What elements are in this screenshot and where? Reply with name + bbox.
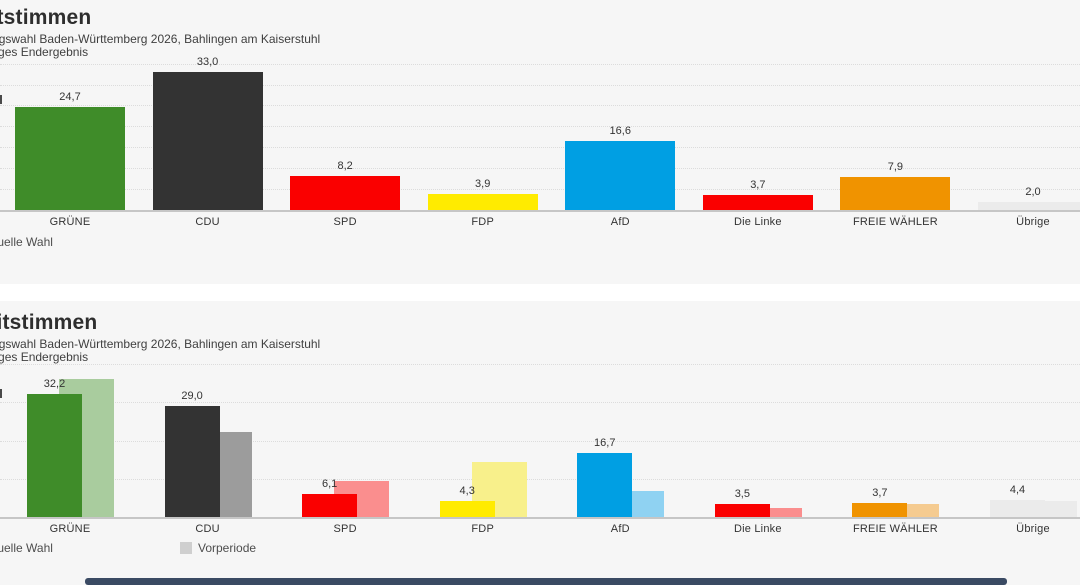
- bar-uebrige-current[interactable]: [989, 500, 1045, 517]
- chart-subtitle-zweitstimmen: Landtagswahl Baden-Württemberg 2026, Bah…: [0, 337, 321, 351]
- category-label-cdu: CDU: [195, 216, 220, 228]
- bar-afd-current[interactable]: [577, 453, 633, 517]
- bar-gruene-current[interactable]: [27, 393, 82, 517]
- chart-note-erststimmen: Vorläufiges Endergebnis: [0, 45, 89, 59]
- category-label-fdp: FDP: [471, 216, 494, 228]
- bar-afd-current[interactable]: [565, 140, 676, 210]
- category-label-gruene: GRÜNE: [49, 216, 91, 228]
- bar-cdu-current[interactable]: [164, 406, 220, 517]
- category-label-freie-waehler: FREIE WÄHLER: [852, 216, 938, 228]
- bar-fdp-current[interactable]: [427, 193, 538, 210]
- value-label-freie-waehler: 3,7: [872, 486, 888, 499]
- bar-freie-waehler-current[interactable]: [852, 502, 908, 517]
- clipped-axis-label: [0, 389, 2, 398]
- legend-swatch-previous-period: [180, 542, 192, 554]
- value-label-afd: 16,7: [594, 437, 616, 450]
- category-label-afd: AfD: [610, 523, 630, 535]
- erststimmen-header: Erststimmen Landtagswahl Baden-Württembe…: [0, 7, 320, 59]
- value-label-die-linke: 3,5: [734, 487, 750, 500]
- legend-label-current-election: Aktuelle Wahl: [0, 235, 53, 249]
- horizontal-scrollbar-thumb[interactable]: [85, 578, 1007, 585]
- value-label-spd: 8,2: [337, 159, 353, 172]
- category-label-uebrige: Übrige: [1016, 523, 1050, 535]
- value-label-uebrige: 2,0: [1025, 185, 1041, 198]
- bar-die-linke-current[interactable]: [714, 503, 770, 517]
- x-axis-line: [0, 517, 1080, 519]
- chart-subtitle-erststimmen: Landtagswahl Baden-Württemberg 2026, Bah…: [0, 32, 321, 46]
- bar-spd-current[interactable]: [302, 493, 358, 517]
- category-label-freie-waehler: FREIE WÄHLER: [852, 523, 938, 535]
- category-label-die-linke: Die Linke: [734, 216, 782, 228]
- category-label-spd: SPD: [333, 523, 357, 535]
- category-label-afd: AfD: [610, 216, 630, 228]
- value-label-freie-waehler: 7,9: [887, 160, 904, 173]
- bar-spd-current[interactable]: [290, 175, 401, 210]
- value-label-die-linke: 3,7: [750, 178, 766, 191]
- chart-note-zweitstimmen: Vorläufiges Endergebnis: [0, 350, 89, 364]
- bar-fdp-current[interactable]: [439, 500, 495, 517]
- zweitstimmen-header: Zweitstimmen Landtagswahl Baden-Württemb…: [0, 312, 320, 364]
- value-label-afd: 16,6: [609, 124, 631, 137]
- value-label-cdu: 29,0: [181, 390, 203, 403]
- x-axis-line: [0, 210, 1080, 212]
- bar-die-linke-previous[interactable]: [746, 507, 802, 517]
- gridline-20-percent: [0, 440, 1080, 442]
- category-label-gruene: GRÜNE: [49, 523, 91, 535]
- category-label-fdp: FDP: [471, 523, 494, 535]
- gridline-30-percent: [0, 402, 1080, 404]
- bar-freie-waehler-current[interactable]: [840, 176, 951, 210]
- value-label-fdp: 3,9: [475, 177, 491, 190]
- clipped-axis-label: [0, 95, 2, 104]
- legend-label-previous-period: Vorperiode: [198, 541, 257, 555]
- chart-title-zweitstimmen: Zweitstimmen: [0, 311, 98, 334]
- bar-cdu-current[interactable]: [152, 72, 263, 210]
- gridline-35-percent: [0, 63, 1080, 65]
- category-label-uebrige: Übrige: [1016, 216, 1050, 228]
- category-label-die-linke: Die Linke: [734, 523, 782, 535]
- gridline-40-percent: [0, 364, 1080, 366]
- category-label-spd: SPD: [333, 216, 357, 228]
- bar-die-linke-current[interactable]: [702, 194, 813, 210]
- value-label-uebrige: 4,4: [1009, 484, 1026, 497]
- legend-label-current-election: Aktuelle Wahl: [0, 541, 53, 555]
- zweitstimmen-legend-current: Aktuelle Wahl: [0, 542, 53, 554]
- bar-uebrige-current[interactable]: [977, 201, 1080, 210]
- erststimmen-legend: Aktuelle Wahl: [0, 236, 53, 248]
- zweitstimmen-legend-previous: Vorperiode: [180, 542, 256, 554]
- bar-gruene-current[interactable]: [15, 106, 125, 210]
- chart-title-erststimmen: Erststimmen: [0, 6, 92, 29]
- gridline-10-percent: [0, 478, 1080, 480]
- category-label-cdu: CDU: [195, 523, 220, 535]
- section-separator: [0, 284, 1080, 301]
- value-label-gruene: 24,7: [59, 90, 81, 103]
